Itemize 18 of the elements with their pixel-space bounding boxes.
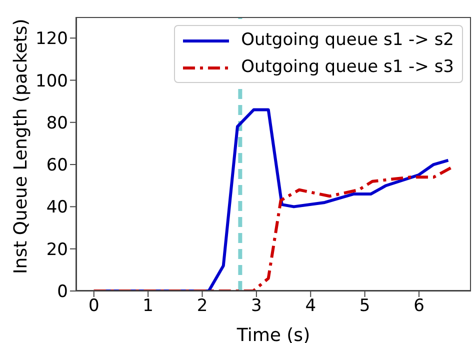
x-tick-label: 4 xyxy=(305,296,316,316)
x-tick-label: 0 xyxy=(88,296,100,316)
legend-label: Outgoing queue s1 -> s2 xyxy=(240,29,454,52)
y-axis-title: Inst Queue Length (packets) xyxy=(10,18,32,274)
x-tick-label: 2 xyxy=(196,296,208,316)
x-tick-label: 3 xyxy=(251,296,262,316)
y-tick-label: 0 xyxy=(57,282,68,302)
x-tick-label: 1 xyxy=(142,296,154,316)
y-tick-label: 120 xyxy=(36,29,68,50)
x-tick-label: 6 xyxy=(414,296,424,316)
x-tick-label: 5 xyxy=(359,296,370,316)
y-tick-label: 40 xyxy=(46,198,68,218)
legend-label: Outgoing queue s1 -> s3 xyxy=(240,56,454,79)
y-tick-label: 80 xyxy=(46,113,68,134)
x-axis-title: Time (s) xyxy=(236,325,310,343)
y-tick-label: 100 xyxy=(36,71,68,92)
y-tick-label: 60 xyxy=(46,156,68,176)
y-tick-label: 20 xyxy=(46,240,68,260)
